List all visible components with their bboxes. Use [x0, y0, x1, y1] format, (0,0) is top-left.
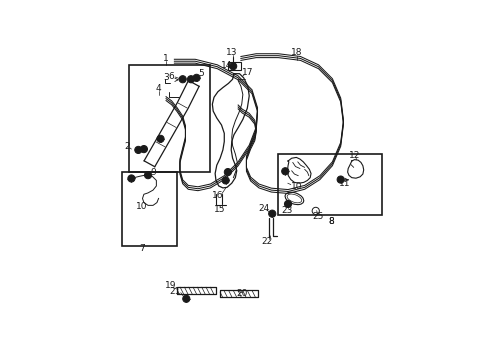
Bar	[128, 66, 210, 172]
Text: 23: 23	[281, 206, 292, 215]
Circle shape	[144, 172, 151, 179]
Bar	[122, 172, 177, 246]
Text: 14: 14	[221, 61, 232, 70]
Circle shape	[222, 177, 229, 184]
Text: 15: 15	[214, 205, 225, 214]
Circle shape	[127, 175, 135, 182]
Circle shape	[135, 146, 142, 153]
Text: 16: 16	[211, 191, 223, 200]
Text: 3: 3	[163, 73, 168, 82]
Text: 12: 12	[348, 151, 360, 160]
Circle shape	[181, 77, 184, 81]
Circle shape	[229, 63, 236, 70]
Circle shape	[157, 135, 164, 143]
Text: 19: 19	[164, 281, 176, 290]
Text: 8: 8	[327, 217, 333, 226]
Text: 20: 20	[236, 289, 247, 298]
Text: 5: 5	[198, 69, 203, 78]
Circle shape	[281, 168, 288, 175]
Circle shape	[284, 201, 291, 208]
Text: 11: 11	[338, 179, 349, 188]
Bar	[228, 62, 241, 69]
Circle shape	[140, 145, 147, 153]
Bar	[278, 154, 382, 215]
Circle shape	[183, 295, 189, 302]
Text: 6: 6	[168, 72, 174, 81]
Circle shape	[187, 76, 194, 83]
Text: 2: 2	[124, 142, 130, 151]
Text: 9: 9	[150, 168, 156, 177]
Text: 10: 10	[291, 182, 302, 191]
Text: 24: 24	[258, 204, 269, 213]
Circle shape	[193, 74, 200, 81]
Text: 13: 13	[225, 48, 237, 57]
Text: 22: 22	[261, 237, 272, 246]
Text: 1: 1	[163, 54, 168, 63]
Circle shape	[179, 76, 186, 83]
Text: 25: 25	[311, 212, 323, 221]
Text: 21: 21	[169, 287, 181, 296]
Text: 4: 4	[156, 85, 161, 94]
Text: 10: 10	[136, 202, 147, 211]
Text: 8: 8	[327, 217, 333, 226]
Circle shape	[336, 176, 344, 183]
Text: 17: 17	[242, 68, 253, 77]
Circle shape	[224, 168, 231, 176]
Text: 7: 7	[140, 244, 145, 253]
Text: 18: 18	[291, 48, 302, 57]
Circle shape	[268, 210, 275, 217]
